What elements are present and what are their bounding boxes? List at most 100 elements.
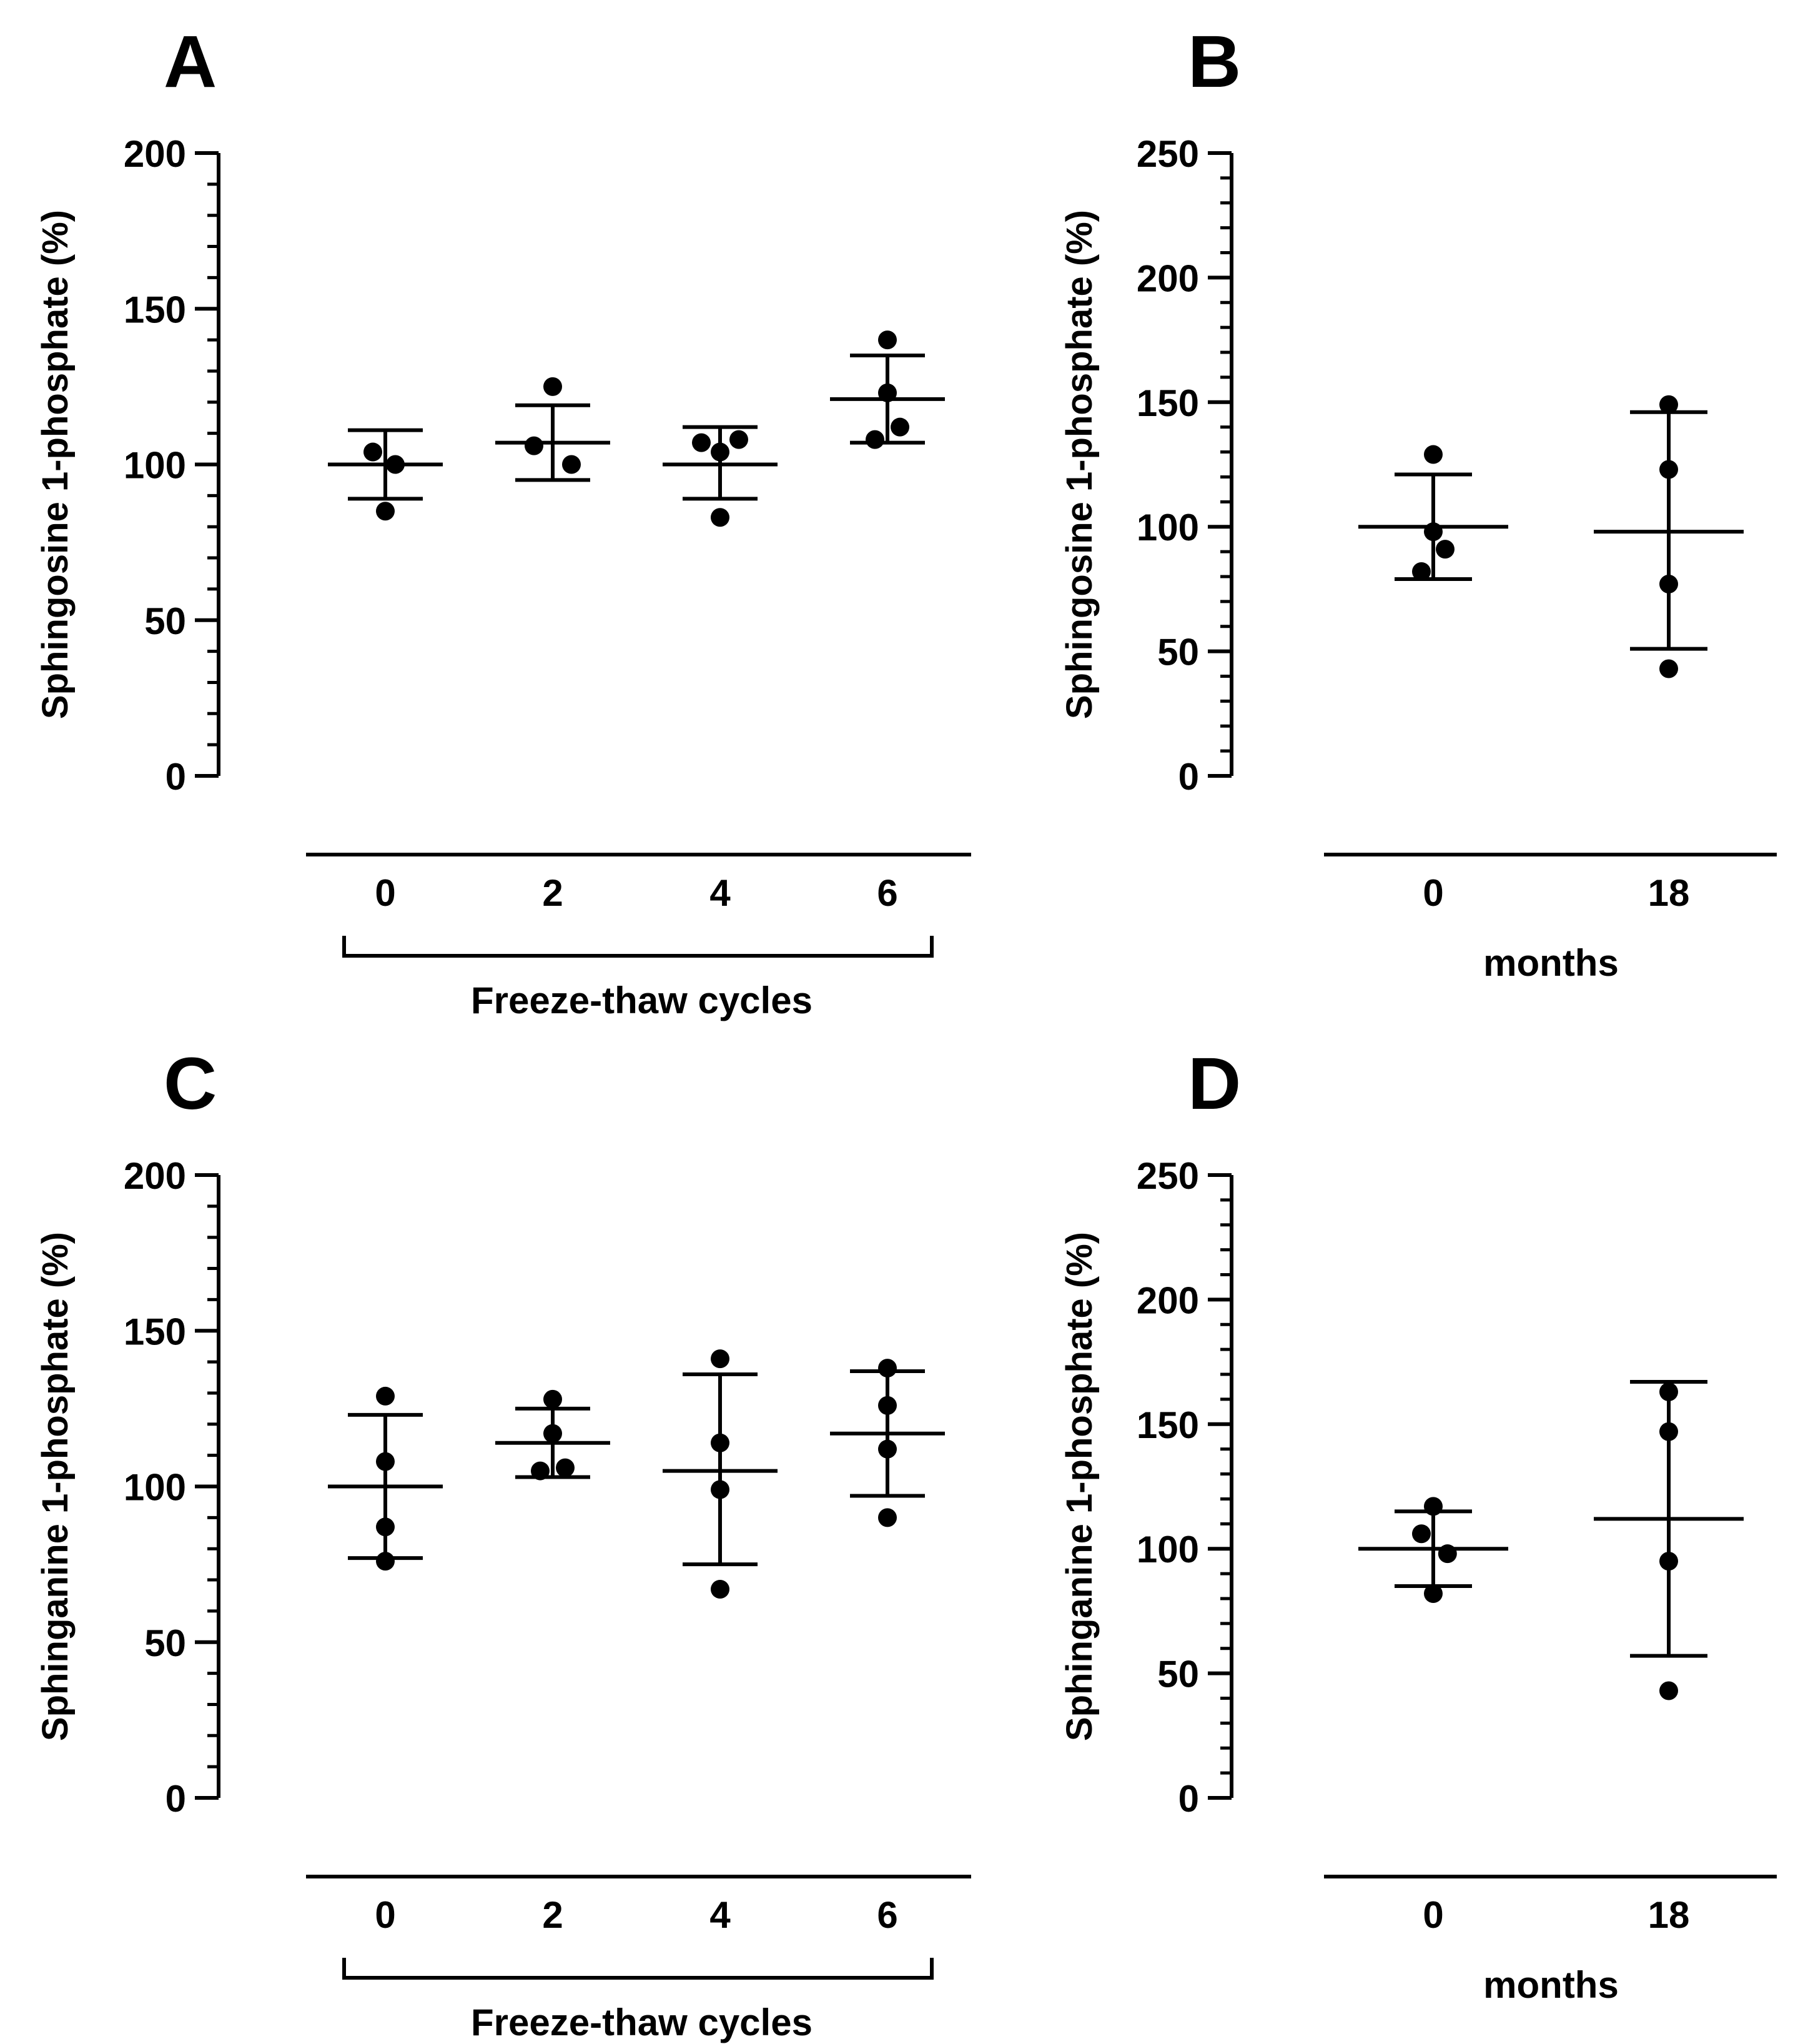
- data-point: [878, 330, 897, 350]
- x-group-bracket: [342, 936, 934, 958]
- data-point: [1659, 1681, 1678, 1700]
- x-category-label: 0: [1423, 872, 1443, 914]
- data-point: [1659, 574, 1678, 593]
- data-point: [543, 1424, 562, 1443]
- data-point: [376, 1386, 395, 1406]
- x-category-label: 6: [877, 1894, 897, 1936]
- y-tick-label: 50: [1157, 632, 1199, 673]
- y-tick-label: 150: [1137, 1404, 1199, 1446]
- data-point: [386, 455, 405, 474]
- x-category-label: 0: [1423, 1894, 1443, 1936]
- data-point: [1424, 1497, 1443, 1516]
- data-point: [711, 1433, 729, 1452]
- y-tick-label: 200: [124, 133, 186, 175]
- y-axis-title: Sphinganine 1-phosphate (%): [1059, 1232, 1100, 1741]
- data-point: [711, 1580, 729, 1599]
- chart-d: 0 50 100 150 200 250 Sphinganine 1-phosphate (…: [1059, 1155, 1777, 2006]
- x-axis-title: months: [1483, 942, 1619, 984]
- data-point: [1412, 1524, 1431, 1544]
- y-tick-label: 50: [144, 600, 186, 642]
- data-point: [1438, 1544, 1457, 1564]
- data-point: [562, 455, 581, 474]
- y-tick-label: 50: [1157, 1654, 1199, 1695]
- data-point: [711, 1480, 729, 1499]
- x-category-label: 0: [375, 872, 395, 914]
- y-tick-label: 200: [1137, 1279, 1199, 1321]
- chart-b: 0 50 100 150 200 250 Sphingosine 1-phosphate (…: [1059, 133, 1777, 984]
- data-point: [692, 433, 711, 452]
- chart-a: 0 50 100 150 200 Sphingosine 1-phosphate (%) 0…: [35, 133, 971, 1021]
- data-point: [1424, 522, 1443, 542]
- data-point: [878, 1508, 897, 1527]
- y-tick-label: 100: [1137, 1529, 1199, 1570]
- panel-label-d: D: [1188, 1043, 1242, 1125]
- x-category-label: 4: [709, 1894, 731, 1936]
- data-point: [711, 1349, 729, 1369]
- x-category-label: 2: [542, 1894, 563, 1936]
- data-point: [1659, 659, 1678, 678]
- data-point: [1659, 1422, 1678, 1441]
- y-axis-title: Sphingosine 1-phosphate (%): [1059, 210, 1100, 719]
- data-point: [1659, 395, 1678, 414]
- panel-a: A 0 50 100 150 200 Sphingosine 1-phosphate (%…: [0, 0, 974, 1022]
- data-point: [1412, 562, 1431, 581]
- data-point: [1659, 1382, 1678, 1401]
- x-axis-title: months: [1483, 1964, 1619, 2006]
- x-category-label: 2: [542, 872, 563, 914]
- x-axis-title: Freeze-thaw cycles: [471, 980, 813, 1021]
- y-tick-label: 0: [1178, 756, 1199, 798]
- panel-label-c: C: [164, 1043, 217, 1125]
- data-point: [729, 430, 748, 449]
- chart-c: 0 50 100 150 200 Sphinganine 1-phosphate (%) 0…: [35, 1155, 971, 2043]
- data-point: [878, 1396, 897, 1415]
- x-group-bracket: [342, 1958, 934, 1980]
- y-axis-title: Sphingosine 1-phosphate (%): [35, 210, 76, 719]
- data-point: [543, 1389, 562, 1409]
- data-point: [556, 1458, 575, 1477]
- y-tick-label: 200: [124, 1155, 186, 1197]
- data-point: [1659, 1552, 1678, 1571]
- x-category-label: 18: [1648, 872, 1690, 914]
- data-point: [376, 502, 395, 521]
- data-point: [1436, 540, 1455, 559]
- data-point: [866, 430, 884, 449]
- data-point: [1659, 460, 1678, 479]
- data-point: [543, 377, 562, 396]
- x-axis-title: Freeze-thaw cycles: [471, 2002, 813, 2043]
- y-tick-label: 150: [1137, 382, 1199, 424]
- y-tick-label: 200: [1137, 257, 1199, 299]
- data-point: [891, 417, 909, 437]
- x-category-label: 6: [877, 872, 897, 914]
- data-point: [711, 508, 729, 527]
- data-point: [376, 1452, 395, 1471]
- y-tick-label: 100: [124, 1467, 186, 1509]
- data-point: [363, 442, 382, 462]
- data-point: [711, 442, 729, 462]
- panel-c: C 0 50 100 150 200 Sphinganine 1-phosphate (%…: [0, 1022, 974, 2044]
- y-tick-label: 150: [124, 1311, 186, 1352]
- x-category-label: 4: [709, 872, 731, 914]
- panel-label-a: A: [164, 21, 217, 103]
- data-point: [376, 1552, 395, 1571]
- y-tick-label: 50: [144, 1622, 186, 1664]
- data-point: [376, 1517, 395, 1537]
- y-tick-label: 250: [1137, 133, 1199, 175]
- data-point: [525, 436, 543, 455]
- data-point: [878, 383, 897, 402]
- data-point: [531, 1461, 550, 1481]
- y-axis-title: Sphinganine 1-phosphate (%): [35, 1232, 76, 1741]
- data-point: [1424, 1584, 1443, 1603]
- y-tick-label: 0: [165, 1778, 186, 1820]
- x-category-label: 0: [375, 1894, 395, 1936]
- y-tick-label: 150: [124, 289, 186, 330]
- x-category-label: 18: [1648, 1894, 1690, 1936]
- data-point: [878, 1359, 897, 1378]
- panel-label-b: B: [1188, 21, 1242, 103]
- y-tick-label: 100: [124, 445, 186, 487]
- data-point: [1424, 445, 1443, 464]
- panel-b: B 0 50 100 150 200 250 Sphingosine 1-phosphate…: [1024, 0, 1803, 1022]
- y-tick-label: 0: [1178, 1778, 1199, 1820]
- y-tick-label: 250: [1137, 1155, 1199, 1197]
- data-point: [878, 1439, 897, 1459]
- y-tick-label: 0: [165, 756, 186, 798]
